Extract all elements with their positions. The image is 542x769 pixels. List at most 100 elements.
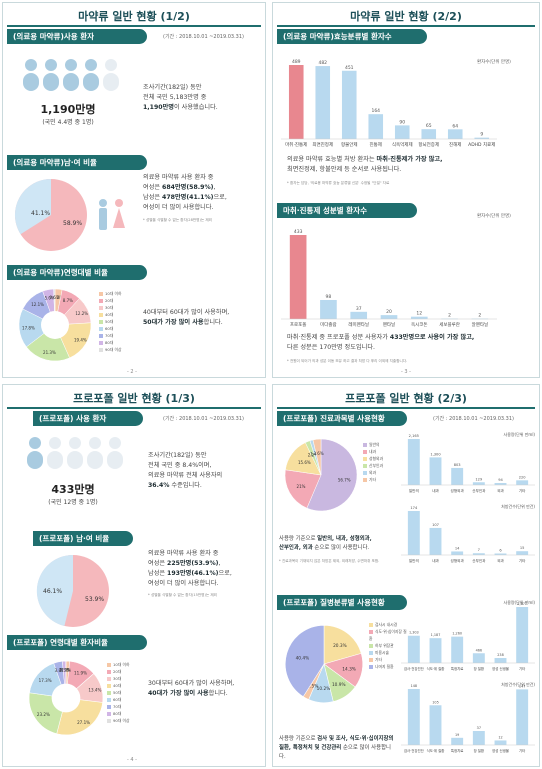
page-title: 프로포폴 일반 현황 (2/3) bbox=[345, 392, 467, 405]
bar-category-label: 일반의 bbox=[409, 488, 419, 493]
bar-value-label: 147 bbox=[519, 684, 525, 688]
donut-hole bbox=[41, 311, 69, 339]
bar-category-label: 내과 bbox=[432, 488, 439, 493]
gender-icon bbox=[99, 199, 125, 230]
disease-prescription-bar-chart: 처방건수(단위 만건) 148 검사·건강진단 105 식도·위 질환 19 특정치료 37 장… bbox=[401, 681, 535, 753]
department-usage-bar-chart: 사용량(단위 만ml) 2,165 일반의 1,300 내과 803 성형외과 129 산부인과… bbox=[401, 431, 535, 493]
legend-swatch bbox=[369, 630, 373, 634]
bar-value-label: 451 bbox=[345, 65, 354, 71]
legend-item: 40대 bbox=[99, 311, 122, 318]
bar bbox=[451, 551, 464, 555]
bar-value-label: 803 bbox=[454, 463, 461, 467]
bar bbox=[315, 66, 331, 139]
bar-category-label: 식도·위 질환 bbox=[427, 666, 445, 671]
period-text: (기간 : 2018.10.01 ~2019.03.31) bbox=[163, 34, 244, 40]
section-header-department: (프로포폴) 진료과목별 사용현황 bbox=[277, 411, 407, 426]
pie-slice-label: 12.1% bbox=[31, 302, 44, 307]
legend-swatch bbox=[369, 658, 373, 662]
total-users-value: 433만명 bbox=[51, 483, 95, 496]
legend-label: 나머지 질환 bbox=[375, 664, 394, 669]
pie-slice-label: 1.6% bbox=[62, 667, 73, 672]
legend-label: 90대 이상 bbox=[105, 347, 122, 352]
legend-item: 80대 bbox=[99, 339, 122, 346]
bar bbox=[407, 511, 420, 555]
bar-category-label: 옥시코돈 bbox=[411, 322, 428, 328]
bar-value-label: 1,260 bbox=[452, 632, 462, 636]
bar-category-label: 미다졸람 bbox=[320, 321, 337, 328]
legend-item: 일반의 bbox=[363, 441, 383, 448]
legend-swatch bbox=[369, 665, 373, 669]
legend-swatch bbox=[107, 691, 111, 695]
section-header-efficacy: (의료용 마약류)효능분류별 환자수 bbox=[277, 29, 427, 44]
bar-value-label: 65 bbox=[426, 123, 432, 129]
pie-slice-label: 2.2% bbox=[308, 452, 318, 457]
bar bbox=[451, 737, 464, 745]
bar bbox=[494, 740, 507, 745]
pie-slice bbox=[284, 469, 322, 509]
pie-slice-label: 10.2% bbox=[317, 686, 331, 692]
bar bbox=[320, 299, 337, 319]
bar bbox=[341, 70, 357, 139]
age-description: 30대부터 60대가 많이 사용하며, 40대가 가장 많이 사용합니다. bbox=[148, 680, 235, 697]
bar-chart-title: 처방건수(단위 만건) bbox=[501, 681, 535, 687]
bar-category-label: 펜타닐 bbox=[383, 321, 395, 328]
page-number: - 3 - bbox=[401, 369, 411, 375]
section-header-disease: (프로포폴) 질병분류별 사용현황 bbox=[277, 595, 407, 610]
legend-swatch bbox=[369, 644, 373, 648]
pie-slice-label: 3.6% bbox=[313, 451, 323, 456]
bar-category-label: ADHD 치료제 bbox=[468, 141, 495, 148]
legend-label: 산부인과 bbox=[369, 463, 383, 468]
legend-item: 90대 이상 bbox=[107, 717, 130, 724]
legend-label: 성형외과 bbox=[369, 456, 383, 461]
legend-label: 일반의 bbox=[369, 442, 380, 447]
pie-label-female: 53.9% bbox=[85, 596, 104, 603]
legend-swatch bbox=[99, 306, 103, 310]
bar-category-label: 항불안제 bbox=[341, 141, 358, 148]
bar bbox=[407, 439, 420, 485]
bar-category-label: 장 질환 bbox=[474, 748, 484, 753]
legend-label: 기타 bbox=[369, 477, 376, 482]
legend-item: 나머지 질환 bbox=[369, 663, 409, 670]
legend-swatch bbox=[363, 471, 367, 475]
legend-swatch bbox=[363, 457, 367, 461]
age-legend: 10대 이하 20대 30대 40대 50대 60대 70대 80대 90대 이상 bbox=[99, 290, 122, 353]
gender-note: * 성별을 식별할 수 없는 환자(28만명)는 제외 bbox=[143, 218, 212, 222]
bar-value-label: 15 bbox=[520, 546, 525, 550]
legend-label: 외과 bbox=[369, 470, 376, 475]
legend-swatch bbox=[99, 327, 103, 331]
disease-legend: 검사시 내시경 식도·위·십이지장 질환 하부 위장관 미용시술 기타 나머지 질환 bbox=[369, 621, 409, 670]
legend-swatch bbox=[99, 341, 103, 345]
page-number: - 2 - bbox=[127, 369, 137, 375]
legend-item: 성형외과 bbox=[363, 455, 383, 462]
legend-item: 60대 bbox=[107, 696, 130, 703]
legend-item: 70대 bbox=[99, 332, 122, 339]
legend-label: 기타 bbox=[375, 657, 382, 662]
total-users-value: 1,190만명 bbox=[40, 103, 96, 116]
age-description: 40대부터 60대가 많이 사용하며, 50대가 가장 많이 사용합니다. bbox=[143, 309, 230, 326]
legend-label: 내과 bbox=[369, 449, 376, 454]
pie-slice-label: 1.4% bbox=[310, 451, 320, 456]
bar bbox=[516, 607, 529, 663]
users-description: 조사기간(182일) 동안 전체 국민 중 8.4%이며, 의료용 마약류 전체… bbox=[148, 452, 223, 489]
bar bbox=[350, 311, 368, 319]
pie-slice-label: 21% bbox=[297, 484, 306, 489]
legend-item: 검사시 내시경 bbox=[369, 621, 409, 628]
pie-slice-male bbox=[14, 178, 52, 235]
bar-value-label: 164 bbox=[371, 108, 380, 114]
bar-category-label: 기타 bbox=[519, 558, 526, 563]
gender-pie-chart: 46.1% 53.9% bbox=[36, 554, 109, 627]
bar bbox=[451, 636, 464, 663]
department-pie-chart: 56.7% 21% 15.6% 2.2%1.4%3.6% bbox=[284, 438, 358, 512]
legend-item: 80대 bbox=[107, 710, 130, 717]
legend-swatch bbox=[99, 320, 103, 324]
bar bbox=[289, 235, 307, 319]
bar-category-label: 기타 bbox=[519, 488, 526, 493]
users-description: 조사기간(182일) 동안 전체 국민 5,183만명 중 1,190만명이 사… bbox=[143, 84, 218, 111]
section-header-users: (프로포폴) 사용 환자 bbox=[33, 411, 143, 426]
section-header-users: (의료용 마약류)사용 환자 bbox=[7, 29, 147, 44]
legend-item: 식도·위·십이지장 질환 bbox=[369, 628, 409, 642]
legend-item: 10대 이하 bbox=[99, 290, 122, 297]
legend-swatch bbox=[99, 292, 103, 296]
pie-slice-label: 17.8% bbox=[22, 326, 35, 331]
donut-hole bbox=[51, 683, 81, 713]
